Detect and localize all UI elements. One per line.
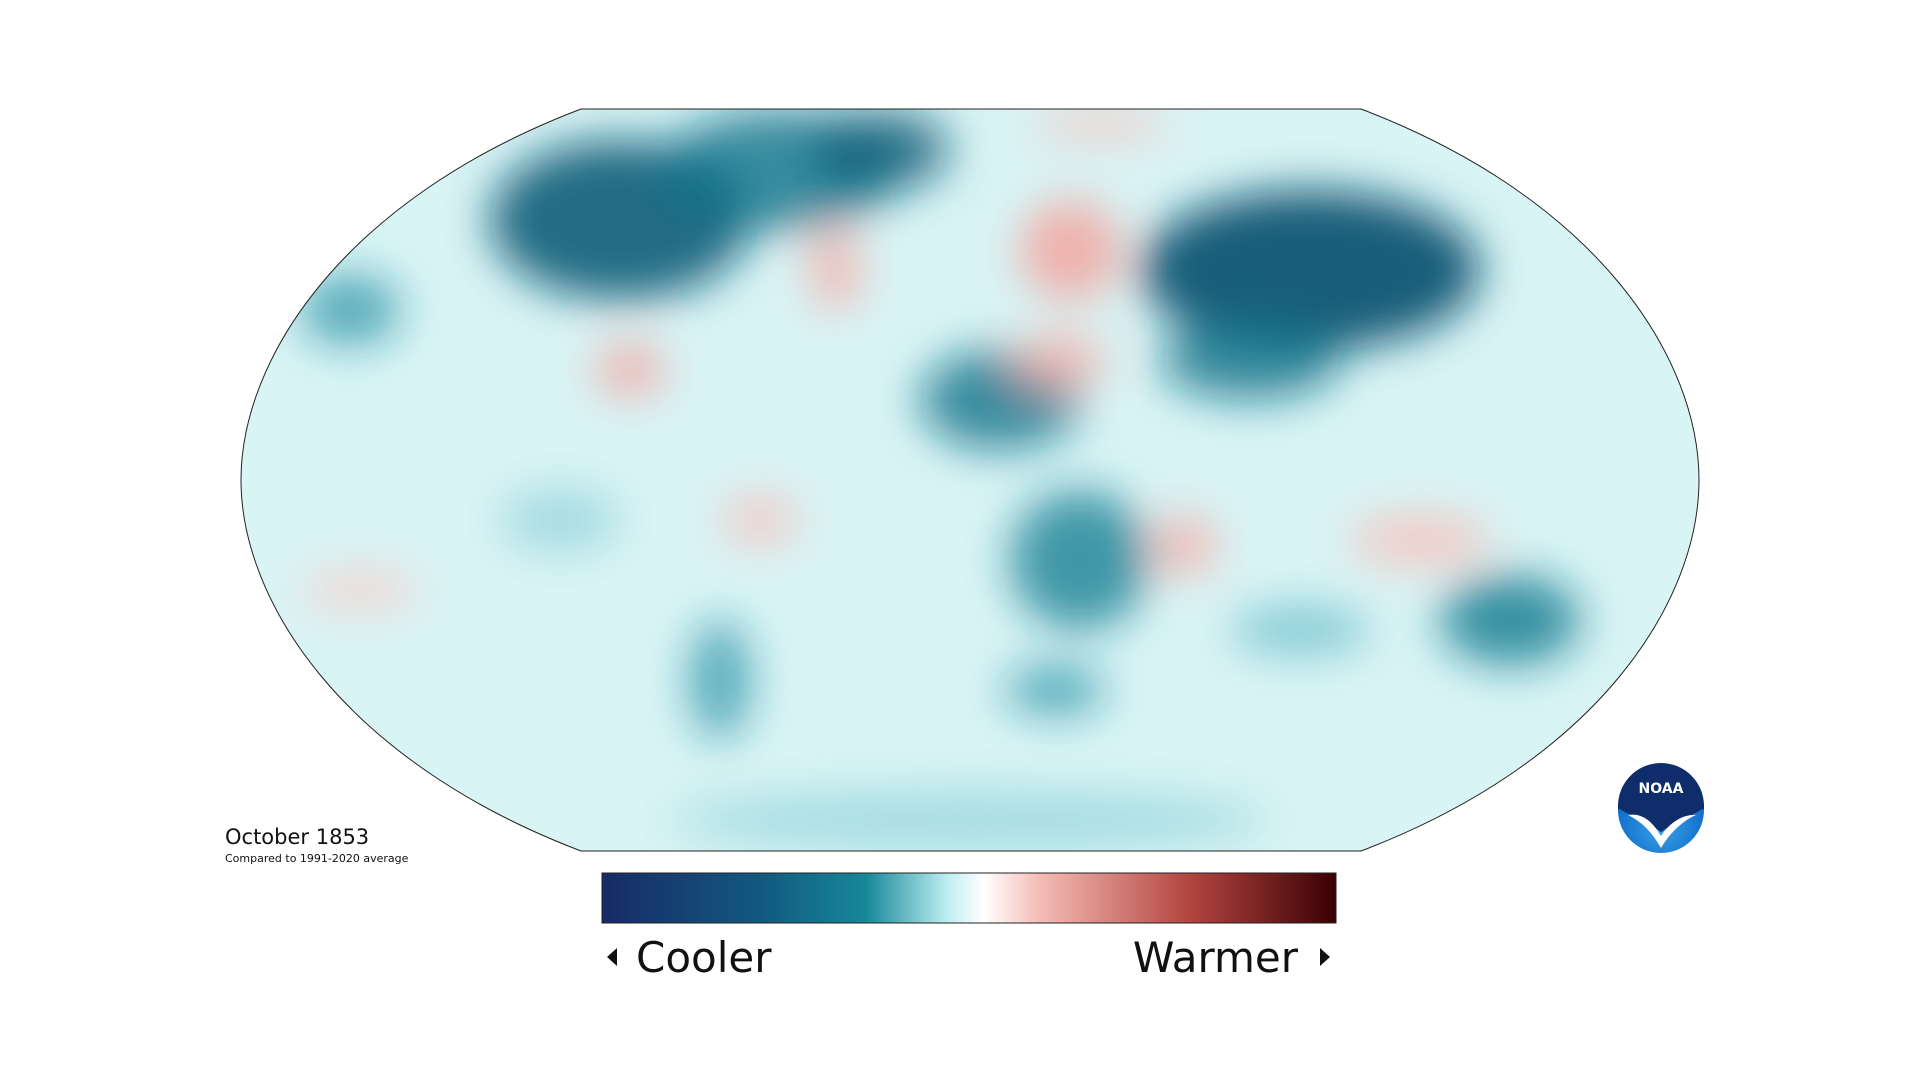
map-baseline: Compared to 1991-2020 average — [225, 852, 409, 865]
legend-high: Warmer — [1133, 933, 1299, 982]
anomaly-field — [241, 109, 1699, 851]
noaa-logo: NOAA — [1618, 763, 1704, 853]
map-outline — [240, 108, 1700, 852]
arrow-left — [607, 948, 617, 966]
arrow-right — [1320, 948, 1330, 966]
color-scale — [601, 872, 1337, 924]
map-date: October 1853 — [225, 825, 369, 849]
logo-text: NOAA — [1639, 781, 1684, 797]
legend-low: Cooler — [636, 933, 772, 982]
